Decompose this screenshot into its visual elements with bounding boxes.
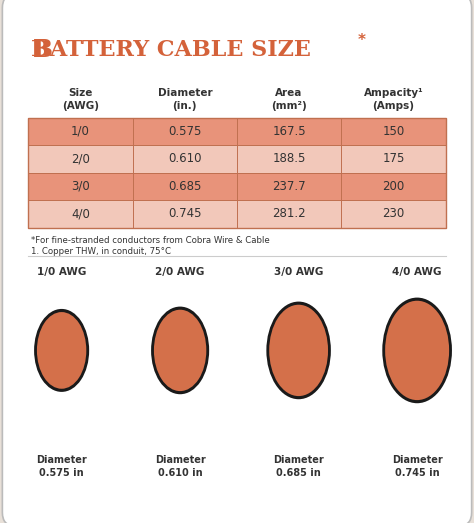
Ellipse shape <box>37 312 86 389</box>
Bar <box>28 173 446 200</box>
Bar <box>28 118 446 228</box>
Text: Diameter
0.575 in: Diameter 0.575 in <box>36 455 87 478</box>
Text: 0.610: 0.610 <box>168 152 201 165</box>
Text: 0.685: 0.685 <box>168 180 201 193</box>
Text: 237.7: 237.7 <box>273 180 306 193</box>
Text: *For fine-stranded conductors from Cobra Wire & Cable: *For fine-stranded conductors from Cobra… <box>31 236 270 245</box>
Text: 4/0: 4/0 <box>71 207 90 220</box>
Text: Diameter
(in.): Diameter (in.) <box>157 88 212 110</box>
Ellipse shape <box>34 309 89 392</box>
Text: 1/0 AWG: 1/0 AWG <box>37 267 86 277</box>
Text: 4/0 AWG: 4/0 AWG <box>392 267 442 277</box>
Ellipse shape <box>382 298 452 403</box>
Ellipse shape <box>266 302 331 399</box>
Text: 281.2: 281.2 <box>273 207 306 220</box>
Text: Diameter
0.685 in: Diameter 0.685 in <box>273 455 324 478</box>
Ellipse shape <box>385 301 449 400</box>
Text: Area
(mm²): Area (mm²) <box>271 88 307 110</box>
Text: 188.5: 188.5 <box>273 152 306 165</box>
Text: 175: 175 <box>382 152 405 165</box>
Text: B: B <box>33 38 53 62</box>
Ellipse shape <box>151 306 209 394</box>
Text: 1/0: 1/0 <box>71 125 90 138</box>
Text: 2/0 AWG: 2/0 AWG <box>155 267 205 277</box>
Text: 2/0: 2/0 <box>71 152 90 165</box>
Bar <box>28 200 446 228</box>
Text: BATTERY CABLE SIZE: BATTERY CABLE SIZE <box>31 39 310 61</box>
Text: 0.745: 0.745 <box>168 207 201 220</box>
Bar <box>28 145 446 173</box>
Text: Diameter
0.745 in: Diameter 0.745 in <box>392 455 443 478</box>
Text: Diameter
0.610 in: Diameter 0.610 in <box>155 455 206 478</box>
Text: 1. Copper THW, in conduit, 75°C: 1. Copper THW, in conduit, 75°C <box>31 247 171 256</box>
Text: 167.5: 167.5 <box>273 125 306 138</box>
Text: 3/0: 3/0 <box>71 180 90 193</box>
Text: 0.575: 0.575 <box>168 125 201 138</box>
Bar <box>28 118 446 145</box>
Text: 3/0 AWG: 3/0 AWG <box>274 267 323 277</box>
Ellipse shape <box>154 310 206 391</box>
Text: 230: 230 <box>383 207 404 220</box>
Text: Size
(AWG): Size (AWG) <box>62 88 99 110</box>
Text: 200: 200 <box>383 180 404 193</box>
Ellipse shape <box>269 305 328 396</box>
Text: 150: 150 <box>383 125 404 138</box>
Text: *: * <box>358 33 366 48</box>
Text: Ampacity¹
(Amps): Ampacity¹ (Amps) <box>364 88 423 110</box>
